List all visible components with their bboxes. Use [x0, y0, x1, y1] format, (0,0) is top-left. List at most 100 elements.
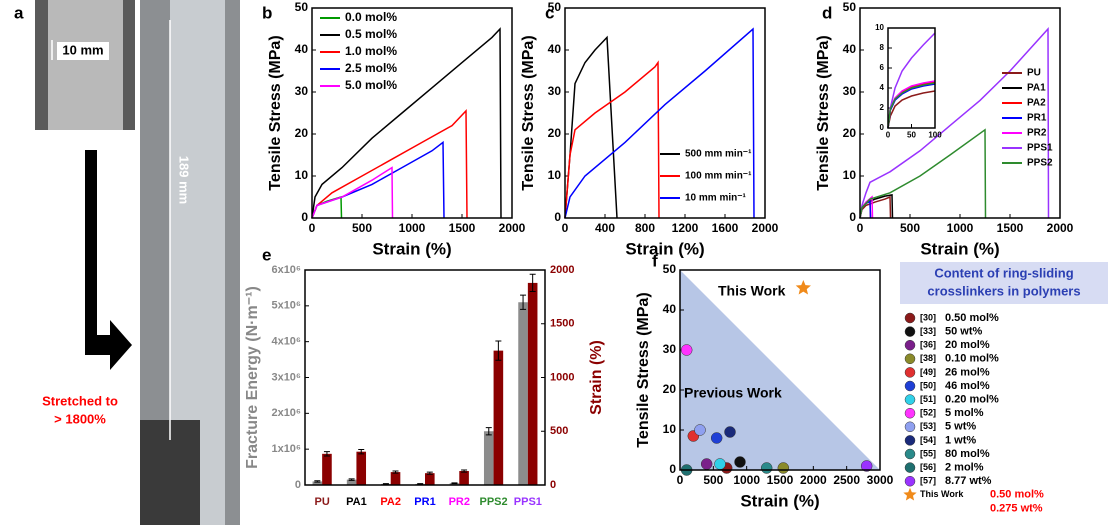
y-axis-label: Tensile Stress (MPa) — [267, 35, 284, 190]
x-tick-label: PR2 — [449, 496, 470, 508]
line-series — [311, 109, 468, 219]
legend-ref: [50] — [920, 380, 936, 390]
legend-ref: [51] — [920, 394, 936, 404]
x-tick-label: 0 — [309, 221, 316, 235]
y2-tick-label: 1000 — [550, 371, 574, 383]
scatter-point — [714, 458, 726, 470]
y-tick-label: 5x10⁶ — [271, 300, 301, 312]
x-tick-label: 400 — [595, 221, 615, 235]
legend-ref: [52] — [920, 408, 936, 418]
x-tick-label: 1000 — [399, 221, 426, 235]
y2-tick-label: 2000 — [550, 264, 574, 276]
error-bar — [314, 480, 321, 483]
bar — [390, 472, 401, 485]
legend-ref: [54] — [920, 435, 936, 445]
y-tick-label: 0 — [880, 123, 885, 132]
legend-marker — [904, 421, 916, 433]
plot-frame — [859, 7, 1061, 219]
legend-label: 1 wt% — [945, 434, 976, 446]
legend-ref: [33] — [920, 326, 936, 336]
x-tick-label: PPS1 — [514, 496, 542, 508]
x-tick-label: 1500 — [449, 221, 476, 235]
error-bar — [382, 483, 389, 485]
y-tick-label: 20 — [295, 126, 309, 140]
legend-label: 100 mm min⁻¹ — [685, 171, 752, 182]
y-tick-label: 50 — [548, 0, 562, 14]
bar — [322, 453, 332, 485]
legend-marker — [904, 475, 916, 487]
legend-marker — [904, 462, 916, 473]
x-tick-label: PPS2 — [480, 496, 508, 508]
y-tick-label: 1x10⁶ — [271, 443, 301, 455]
elbow-arrow — [85, 150, 132, 370]
y-tick-label: 30 — [548, 84, 562, 98]
y-tick-label: 0 — [295, 479, 301, 491]
y-tick-label: 20 — [843, 126, 857, 140]
legend-marker — [904, 435, 916, 446]
error-bar — [485, 427, 492, 436]
legend-marker — [904, 394, 916, 405]
y2-axis-label: Strain (%) — [588, 340, 605, 415]
error-bar — [495, 340, 502, 361]
y-tick-label: 4 — [880, 83, 885, 92]
caption: Stretched to — [42, 393, 118, 408]
legend-label: 0.50 mol% — [990, 489, 1044, 501]
plot-frame — [887, 27, 936, 129]
legend-ref: [49] — [920, 367, 936, 377]
error-bar — [323, 451, 330, 457]
y-tick-label: 0 — [554, 210, 561, 224]
x-tick-label: 500 — [900, 221, 920, 235]
legend-label: 0.50 mol% — [945, 312, 999, 324]
y-tick-label: 50 — [295, 0, 309, 14]
x-tick-label: 1500 — [997, 221, 1024, 235]
x-tick-label: PU — [315, 496, 330, 508]
y-tick-label: 8 — [880, 43, 885, 52]
bar — [518, 302, 528, 485]
error-bar — [461, 469, 468, 473]
panel-label: c — [545, 3, 554, 22]
legend-label: PU — [1027, 68, 1041, 79]
legend-marker — [904, 339, 916, 351]
plot-frame — [564, 7, 766, 219]
label-bg — [57, 42, 109, 60]
x-tick-label: 2000 — [499, 221, 526, 235]
error-bar — [529, 273, 536, 292]
y-tick-label: 6x10⁶ — [271, 264, 301, 276]
y-tick-label: 4x10⁶ — [271, 336, 301, 348]
chart-b: b 0 10 20 30 40 50 Tensile Stress (MPa) 0 500 1000… — [262, 0, 526, 258]
sample-detail — [48, 0, 123, 130]
line-series — [887, 90, 936, 129]
length-label: 189 mm — [177, 156, 192, 204]
x-tick-label: 0 — [886, 130, 891, 139]
panel-label: b — [262, 3, 272, 22]
scatter-point — [710, 432, 723, 444]
line-series — [859, 27, 1050, 219]
legend-ref: [57] — [920, 476, 936, 486]
error-bar — [348, 478, 355, 481]
y-tick-label: 20 — [663, 382, 677, 396]
line-series — [564, 60, 660, 219]
x-axis-label: Strain (%) — [920, 239, 999, 258]
x-tick-label: 1600 — [712, 221, 739, 235]
legend-ref: [55] — [920, 448, 936, 458]
bar — [346, 479, 357, 485]
bar — [493, 350, 504, 485]
y-tick-label: 20 — [548, 126, 562, 140]
y-tick-label: 30 — [295, 84, 309, 98]
plot-area — [565, 8, 765, 218]
y-tick-label: 10 — [295, 168, 309, 182]
y-tick-label: 10 — [663, 422, 677, 436]
y-tick-label: 40 — [295, 42, 309, 56]
legend-label: PR1 — [1027, 113, 1047, 124]
legend-label: 0.10 mol% — [945, 353, 999, 365]
plot-frame — [304, 269, 546, 486]
photo-panel: 10 mm 189 mm Stretched to > 1800% a — [14, 0, 240, 525]
legend-title: crosslinkers in polymers — [927, 283, 1080, 298]
legend-title-box — [900, 262, 1108, 304]
legend-label: 2 mol% — [945, 462, 984, 474]
chart-e: e 0 1x10⁶ 2x10⁶ 3x10⁶ 4x10⁶ 5x10⁶ 6x10⁶ Fracture… — [244, 245, 605, 507]
legend-label: 0.5 mol% — [345, 27, 397, 41]
y-tick-label: 50 — [663, 262, 677, 276]
y-tick-label: 30 — [843, 84, 857, 98]
